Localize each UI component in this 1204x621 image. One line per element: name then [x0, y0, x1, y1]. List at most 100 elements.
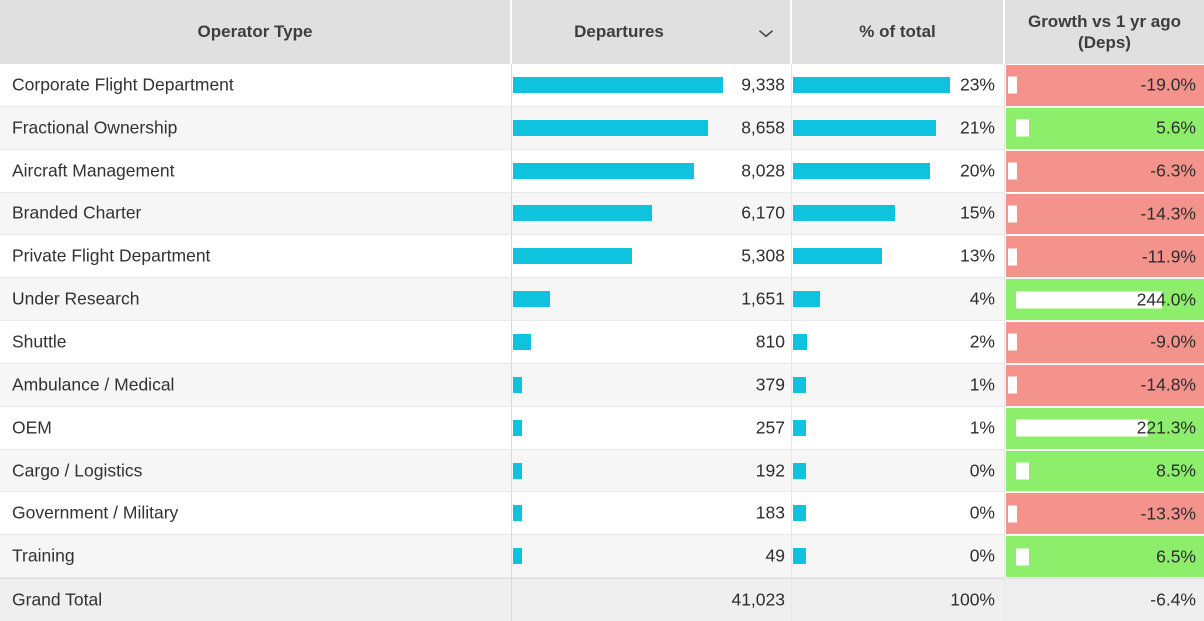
operator-type-label: Fractional Ownership	[12, 117, 178, 138]
pct-of-total-header-label: % of total	[859, 22, 936, 42]
departures-value: 5,308	[741, 245, 785, 266]
operator-type-label: Training	[12, 545, 75, 566]
pct-of-total-value: 100%	[950, 589, 995, 610]
table-row[interactable]: Ambulance / Medical 379 1% -14.8%	[0, 363, 1204, 407]
growth-data-bar	[1008, 76, 1017, 94]
departures-value: 6,170	[741, 202, 785, 223]
column-header-pct-of-total[interactable]: % of total	[792, 0, 1005, 64]
pct-of-total-value: 21%	[959, 117, 995, 138]
growth-data-bar	[1008, 376, 1017, 394]
growth-value: 8.5%	[1156, 460, 1196, 481]
growth-data-bar	[1016, 119, 1029, 137]
growth-data-bar	[1016, 291, 1162, 309]
table-row[interactable]: Training 49 0% 6.5%	[0, 535, 1204, 579]
growth-cell-background: -13.3%	[1006, 493, 1204, 535]
departures-data-bar	[513, 419, 522, 436]
operator-type-label: Branded Charter	[12, 202, 142, 223]
table-row[interactable]: Branded Charter 6,170 15% -14.3%	[0, 192, 1204, 236]
table-row[interactable]: Corporate Flight Department 9,338 23% -1…	[0, 64, 1204, 107]
departures-data-bar	[513, 291, 551, 308]
departures-data-bar	[513, 505, 522, 522]
table-row[interactable]: Cargo / Logistics 192 0% 8.5%	[0, 449, 1204, 493]
table-row[interactable]: Private Flight Department 5,308 13% -11.…	[0, 235, 1204, 279]
pct-of-total-value: 1%	[969, 374, 995, 395]
growth-cell-background: -6.3%	[1006, 150, 1204, 192]
departures-header-label: Departures	[574, 22, 664, 42]
growth-data-bar	[1008, 205, 1017, 223]
growth-data-bar	[1008, 333, 1017, 351]
departures-data-bar	[513, 548, 522, 565]
pct-of-total-data-bar	[793, 548, 806, 565]
operator-type-label: Corporate Flight Department	[12, 74, 234, 95]
departures-value: 1,651	[741, 288, 785, 309]
growth-value: 6.5%	[1156, 546, 1196, 567]
departures-data-bar	[513, 119, 708, 136]
table-header: Operator Type Departures % of total Grow…	[0, 0, 1204, 64]
pct-of-total-value: 0%	[969, 502, 995, 523]
pct-of-total-data-bar	[793, 419, 806, 436]
table-row[interactable]: OEM 257 1% 221.3%	[0, 406, 1204, 450]
growth-cell-background: -6.4%	[1006, 580, 1204, 620]
table-row[interactable]: Under Research 1,651 4% 244.0%	[0, 278, 1204, 322]
pct-of-total-value: 13%	[959, 245, 995, 266]
pct-of-total-value: 0%	[969, 460, 995, 481]
growth-cell-background: 8.5%	[1006, 450, 1204, 492]
chevron-down-icon[interactable]	[758, 22, 774, 43]
operator-type-label: Grand Total	[12, 589, 103, 610]
table-row[interactable]: Government / Military 183 0% -13.3%	[0, 492, 1204, 536]
growth-value: 221.3%	[1136, 417, 1196, 438]
operator-type-label: Ambulance / Medical	[12, 374, 175, 395]
departures-value: 41,023	[731, 589, 785, 610]
growth-value: -19.0%	[1140, 74, 1196, 95]
growth-cell-background: -14.3%	[1006, 193, 1204, 235]
growth-header-label: Growth vs 1 yr ago (Deps)	[1027, 11, 1182, 52]
pct-of-total-value: 23%	[959, 74, 995, 95]
growth-value: -14.3%	[1140, 203, 1196, 224]
growth-cell-background: 244.0%	[1006, 279, 1204, 321]
operator-type-label: Shuttle	[12, 331, 67, 352]
operator-type-label: Private Flight Department	[12, 245, 211, 266]
departures-data-bar	[513, 248, 633, 265]
departures-value: 49	[765, 545, 785, 566]
growth-value: 244.0%	[1136, 289, 1196, 310]
departures-data-bar	[513, 76, 723, 93]
pct-of-total-data-bar	[793, 333, 807, 350]
pct-of-total-value: 0%	[969, 545, 995, 566]
departures-data-bar	[513, 462, 522, 479]
pct-of-total-data-bar	[793, 376, 806, 393]
growth-value: -13.3%	[1140, 503, 1196, 524]
departures-value: 379	[755, 374, 785, 395]
pct-of-total-data-bar	[793, 205, 896, 222]
departures-data-bar	[513, 333, 532, 350]
growth-value: -6.4%	[1150, 589, 1196, 610]
growth-value: -14.8%	[1140, 374, 1196, 395]
departures-value: 183	[755, 502, 785, 523]
departures-value: 257	[755, 417, 785, 438]
pct-of-total-data-bar	[793, 76, 950, 93]
growth-value: -11.9%	[1141, 246, 1196, 267]
table-row[interactable]: Fractional Ownership 8,658 21% 5.6%	[0, 106, 1204, 150]
departures-value: 8,028	[741, 160, 785, 181]
column-header-operator-type[interactable]: Operator Type	[0, 0, 512, 64]
column-header-growth[interactable]: Growth vs 1 yr ago (Deps)	[1005, 0, 1204, 64]
table-row[interactable]: Grand Total 41,023 100% -6.4%	[0, 578, 1204, 621]
column-header-departures[interactable]: Departures	[512, 0, 792, 64]
pct-of-total-value: 15%	[959, 202, 995, 223]
departures-value: 9,338	[741, 74, 785, 95]
operator-type-label: OEM	[12, 417, 52, 438]
operator-type-label: Government / Military	[12, 502, 179, 523]
departures-data-bar	[513, 205, 652, 222]
departures-data-bar	[513, 162, 694, 179]
growth-data-bar	[1008, 248, 1017, 266]
growth-cell-background: 5.6%	[1006, 107, 1204, 149]
operator-type-header-label: Operator Type	[197, 22, 313, 42]
pct-of-total-value: 2%	[969, 331, 995, 352]
growth-cell-background: -9.0%	[1006, 322, 1204, 363]
table-row[interactable]: Aircraft Management 8,028 20% -6.3%	[0, 149, 1204, 193]
table-row[interactable]: Shuttle 810 2% -9.0%	[0, 321, 1204, 364]
table-body: Corporate Flight Department 9,338 23% -1…	[0, 64, 1204, 621]
pct-of-total-data-bar	[793, 248, 882, 265]
growth-data-bar	[1008, 505, 1017, 523]
pct-of-total-value: 4%	[969, 288, 995, 309]
